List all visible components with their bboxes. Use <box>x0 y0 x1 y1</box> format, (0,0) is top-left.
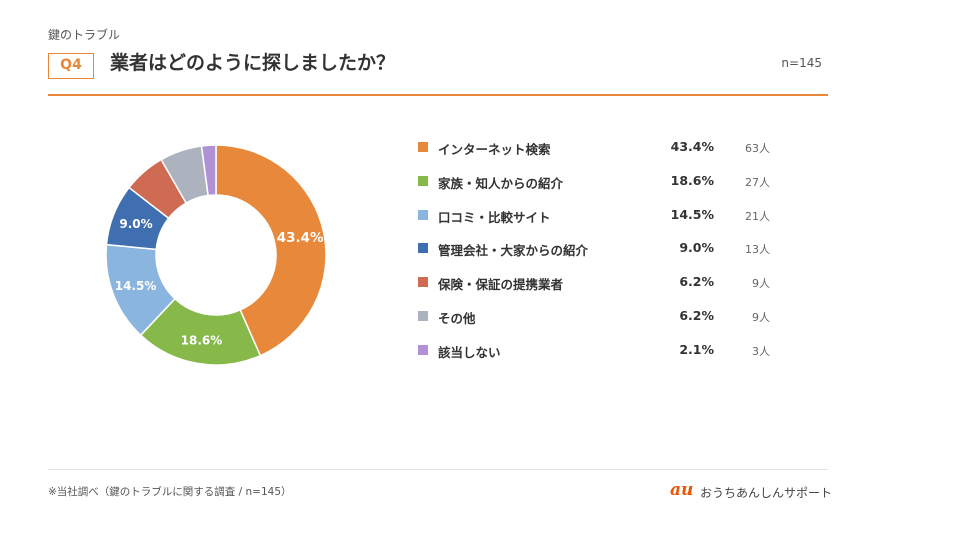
slice-value-label-1: 18.6% <box>181 333 223 347</box>
legend-percentage: 14.5% <box>670 206 714 222</box>
header-divider <box>48 94 828 96</box>
legend-label: 家族・知人からの紹介 <box>438 175 564 191</box>
brand-mark: au <box>670 480 694 500</box>
legend-item: 口コミ・比較サイト 14.5% 21人 <box>416 203 776 227</box>
legend-item: その他 6.2% 9人 <box>416 304 776 328</box>
legend-percentage: 6.2% <box>679 308 714 323</box>
legend-percentage: 9.0% <box>679 240 714 256</box>
legend-label: 管理会社・大家からの紹介 <box>438 243 589 259</box>
footnote: ※当社調べ（鍵のトラブルに関する調査 / n=145） <box>48 486 292 498</box>
legend-label: 口コミ・比較サイト <box>438 209 551 225</box>
legend-count: 27人 <box>745 175 770 189</box>
category-label: 鍵のトラブル <box>48 28 121 42</box>
legend-count: 13人 <box>745 243 770 257</box>
legend-count: 9人 <box>752 311 770 324</box>
legend-swatch <box>418 344 428 355</box>
legend-percentage: 18.6% <box>670 172 714 188</box>
brand-name: おうちあんしんサポート <box>700 486 833 500</box>
legend-label: その他 <box>438 311 476 326</box>
footer-divider <box>48 469 828 470</box>
legend-count: 63人 <box>745 142 770 155</box>
legend-label: 保険・保証の提携業者 <box>438 277 564 293</box>
donut-slice-6 <box>200 144 217 197</box>
legend-percentage: 43.4% <box>670 139 714 154</box>
legend-count: 3人 <box>752 344 770 358</box>
legend-count: 9人 <box>752 277 770 291</box>
slice-value-label-2: 14.5% <box>115 279 157 293</box>
legend-swatch <box>418 175 428 186</box>
legend-swatch <box>418 209 428 220</box>
legend-label: インターネット検索 <box>438 142 551 157</box>
legend-swatch <box>418 277 428 288</box>
sample-size: n=145 <box>781 56 822 70</box>
slice-value-label-0: 43.4% <box>277 230 324 246</box>
brand-logo: au おうちあんしんサポート <box>670 480 833 502</box>
donut-slice-0 <box>215 144 327 357</box>
legend-item: 家族・知人からの紹介 18.6% 27人 <box>416 169 776 193</box>
legend-item: インターネット検索 43.4% 63人 <box>416 135 776 159</box>
donut-chart: 43.4% 18.6% 14.5% 9.0% <box>105 144 327 366</box>
legend-item: 該当しない 2.1% 3人 <box>416 338 776 362</box>
page-title: 業者はどのように探しましたか？ <box>110 52 396 74</box>
legend-item: 管理会社・大家からの紹介 9.0% 13人 <box>416 236 776 260</box>
legend-percentage: 6.2% <box>679 274 714 290</box>
legend-item: 保険・保証の提携業者 6.2% 9人 <box>416 270 776 294</box>
legend-swatch <box>418 243 428 254</box>
slice-value-label-3: 9.0% <box>119 217 152 231</box>
legend-swatch <box>418 311 428 321</box>
legend-count: 21人 <box>745 209 770 223</box>
legend-swatch <box>418 142 428 152</box>
legend-label: 該当しない <box>438 344 501 360</box>
question-badge: Q4 <box>48 53 94 79</box>
legend-percentage: 2.1% <box>679 341 714 357</box>
